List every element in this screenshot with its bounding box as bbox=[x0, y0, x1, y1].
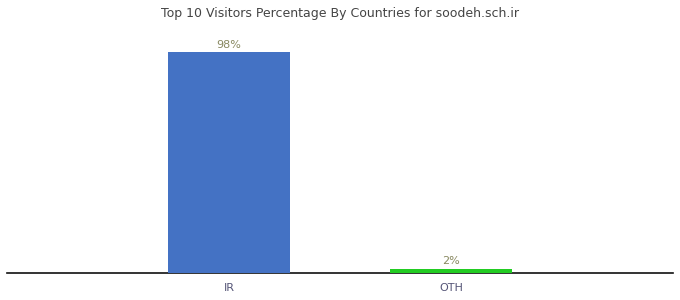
Bar bbox=[168, 52, 290, 273]
Text: 2%: 2% bbox=[442, 256, 460, 266]
Bar bbox=[390, 269, 512, 273]
Title: Top 10 Visitors Percentage By Countries for soodeh.sch.ir: Top 10 Visitors Percentage By Countries … bbox=[161, 7, 519, 20]
Text: 98%: 98% bbox=[216, 40, 241, 50]
